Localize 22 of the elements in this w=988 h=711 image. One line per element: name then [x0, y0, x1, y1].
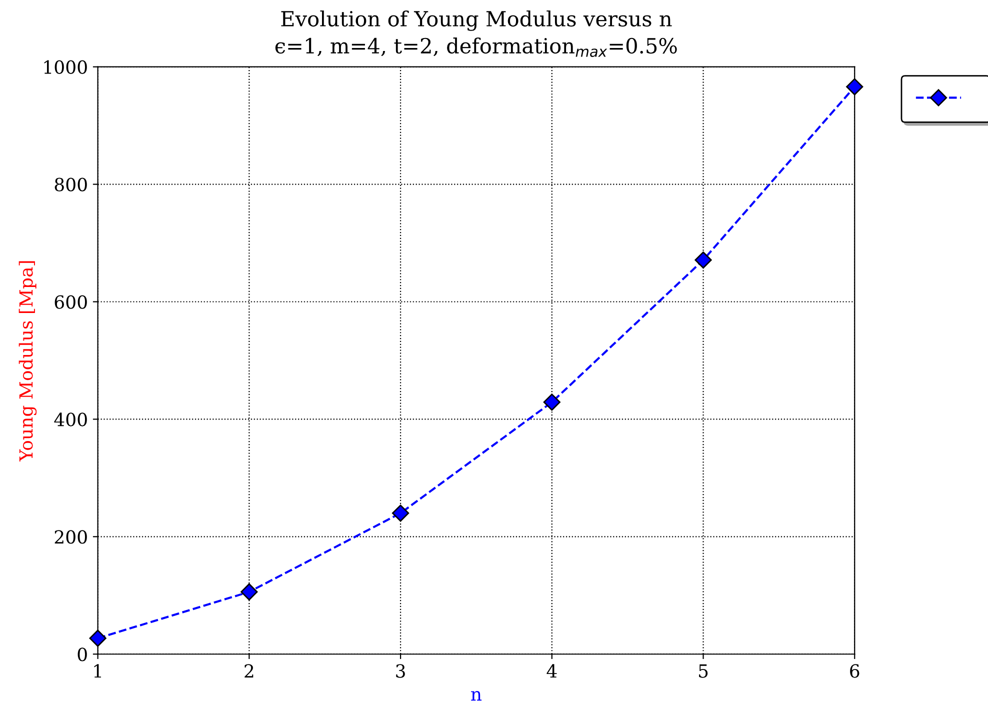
point	[846, 78, 864, 96]
x-axis-title: n	[471, 690, 482, 701]
x-tick-label: 6	[850, 664, 860, 678]
x-tick-label: 5	[699, 664, 708, 678]
y-tick-label: 800	[54, 178, 87, 192]
y-tick-label: 200	[54, 530, 87, 544]
point	[694, 252, 712, 269]
point	[89, 630, 106, 647]
point	[543, 394, 560, 411]
y-tick-label: 0	[78, 648, 87, 662]
x-tick-label: 3	[396, 664, 405, 678]
x-tick-label: 1	[94, 664, 101, 678]
x-tick-label: 2	[244, 664, 254, 678]
chart-subtitle: ϵ=1, m=4, t=2, deformation$_{max}$=0.5%	[275, 37, 677, 57]
y-tick-label: 600	[54, 295, 87, 309]
y-axis-title: Young Modulus [Mpa]	[18, 261, 37, 462]
x-tick-label: 4	[546, 664, 557, 678]
chart-title: Evolution of Young Modulus versus n	[281, 10, 672, 31]
point	[240, 583, 258, 600]
y-tick-label: 400	[54, 412, 87, 426]
point	[392, 504, 410, 522]
y-tick-label: 1000	[44, 60, 87, 74]
